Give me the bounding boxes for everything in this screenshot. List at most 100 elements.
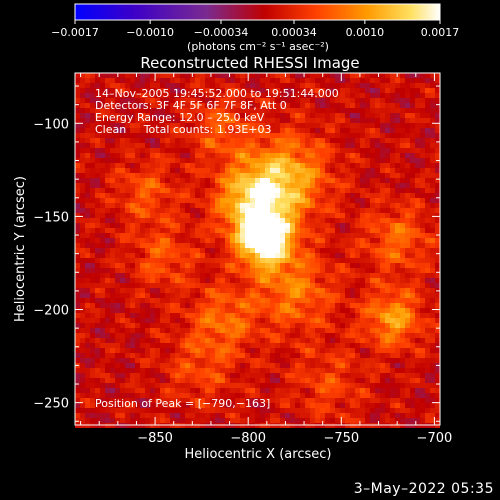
heatmap-cell <box>380 273 385 278</box>
heatmap-cell <box>375 263 380 268</box>
heatmap-cell <box>265 343 270 348</box>
heatmap-cell <box>180 233 185 238</box>
heatmap-cell <box>200 378 205 383</box>
heatmap-cell <box>175 188 180 193</box>
heatmap-cell <box>155 298 160 303</box>
heatmap-cell <box>90 153 95 158</box>
heatmap-cell <box>270 318 275 323</box>
heatmap-cell <box>170 78 175 83</box>
heatmap-cell <box>120 123 125 128</box>
heatmap-cell <box>120 73 125 78</box>
heatmap-cell <box>160 188 165 193</box>
heatmap-cell <box>170 243 175 248</box>
heatmap-cell <box>370 383 375 388</box>
heatmap-cell <box>320 168 325 173</box>
heatmap-cell <box>315 318 320 323</box>
heatmap-cell <box>215 88 220 93</box>
heatmap-cell <box>320 238 325 243</box>
heatmap-cell <box>335 133 340 138</box>
heatmap-cell <box>285 198 290 203</box>
heatmap-cell <box>370 208 375 213</box>
heatmap-cell <box>240 393 245 398</box>
heatmap-cell <box>300 223 305 228</box>
heatmap-cell <box>375 323 380 328</box>
heatmap-cell <box>220 203 225 208</box>
heatmap-cell <box>245 248 250 253</box>
heatmap-cell <box>325 388 330 393</box>
heatmap-cell <box>370 308 375 313</box>
heatmap-cell <box>260 353 265 358</box>
heatmap-cell <box>120 98 125 103</box>
heatmap-cell <box>310 73 315 78</box>
heatmap-cell <box>210 118 215 123</box>
heatmap-cell <box>240 353 245 358</box>
heatmap-cell <box>225 88 230 93</box>
heatmap-cell <box>385 253 390 258</box>
heatmap-cell <box>170 403 175 408</box>
heatmap-cell <box>185 293 190 298</box>
heatmap-cell <box>385 218 390 223</box>
heatmap-cell <box>210 333 215 338</box>
heatmap-cell <box>415 243 420 248</box>
heatmap-cell <box>290 118 295 123</box>
heatmap-cell <box>175 163 180 168</box>
heatmap-cell <box>230 243 235 248</box>
heatmap-cell <box>410 138 415 143</box>
heatmap-cell <box>295 93 300 98</box>
heatmap-cell <box>220 113 225 118</box>
heatmap-cell <box>310 408 315 413</box>
heatmap-cell <box>140 293 145 298</box>
heatmap-cell <box>245 338 250 343</box>
heatmap-cell <box>185 328 190 333</box>
heatmap-cell <box>320 333 325 338</box>
heatmap-cell <box>355 123 360 128</box>
heatmap-cell <box>320 268 325 273</box>
heatmap-cell <box>130 383 135 388</box>
heatmap-cell <box>210 193 215 198</box>
heatmap-cell <box>305 113 310 118</box>
heatmap-cell <box>265 333 270 338</box>
heatmap-cell <box>360 373 365 378</box>
heatmap-cell <box>130 293 135 298</box>
heatmap-cell <box>330 323 335 328</box>
heatmap-cell <box>165 73 170 78</box>
heatmap-cell <box>210 128 215 133</box>
heatmap-cell <box>135 108 140 113</box>
heatmap-cell <box>85 223 90 228</box>
heatmap-cell <box>100 268 105 273</box>
heatmap-cell <box>300 373 305 378</box>
heatmap-cell <box>250 88 255 93</box>
heatmap-cell <box>305 193 310 198</box>
heatmap-cell <box>415 88 420 93</box>
heatmap-cell <box>220 268 225 273</box>
heatmap-cell <box>135 268 140 273</box>
heatmap-cell <box>180 108 185 113</box>
heatmap-cell <box>230 233 235 238</box>
heatmap-cell <box>315 108 320 113</box>
heatmap-cell <box>265 173 270 178</box>
heatmap-cell <box>145 163 150 168</box>
heatmap-cell <box>175 283 180 288</box>
heatmap-cell <box>225 93 230 98</box>
heatmap-cell <box>90 378 95 383</box>
heatmap-cell <box>330 203 335 208</box>
heatmap-cell <box>345 268 350 273</box>
heatmap-cell <box>165 408 170 413</box>
heatmap-cell <box>165 163 170 168</box>
heatmap-cell <box>360 328 365 333</box>
heatmap-cell <box>435 353 440 358</box>
heatmap-cell <box>330 263 335 268</box>
heatmap-cell <box>350 293 355 298</box>
heatmap-cell <box>200 223 205 228</box>
heatmap-cell <box>300 283 305 288</box>
heatmap-cell <box>400 293 405 298</box>
heatmap-cell <box>210 243 215 248</box>
heatmap-cell <box>220 78 225 83</box>
heatmap-cell <box>320 293 325 298</box>
heatmap-cell <box>285 93 290 98</box>
heatmap-cell <box>195 183 200 188</box>
heatmap-cell <box>120 143 125 148</box>
heatmap-cell <box>375 153 380 158</box>
heatmap-cell <box>80 78 85 83</box>
heatmap-cell <box>325 133 330 138</box>
